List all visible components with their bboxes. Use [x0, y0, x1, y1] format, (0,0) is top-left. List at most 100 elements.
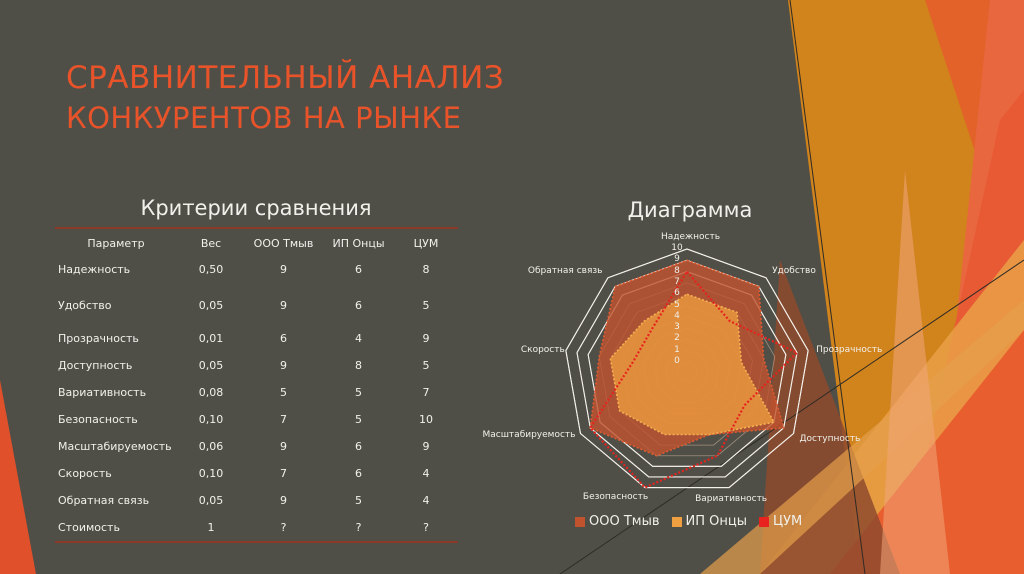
- table-top-rule: [55, 227, 458, 229]
- cell-parameter: Вариативность: [58, 386, 147, 399]
- table-bottom-rule: [55, 541, 458, 543]
- cell-tsum: 4: [422, 467, 430, 480]
- cell-weight: 0,05: [198, 359, 224, 372]
- legend-item: ИП Онцы: [671, 514, 747, 529]
- cell-parameter: Доступность: [58, 359, 133, 372]
- radar-tick-label: 10: [671, 243, 683, 253]
- table-row: Безопасность 0,10 7 5 10: [56, 406, 456, 433]
- slide-title-line2: КОНКУРЕНТОВ НА РЫНКЕ: [66, 101, 462, 135]
- cell-weight: 0,06: [198, 440, 224, 453]
- radar-series-2: [609, 293, 776, 436]
- cell-ooo-tmyv: 7: [280, 467, 287, 480]
- radar-axis-label: Надежность: [661, 232, 721, 242]
- cell-ip-ontsy: 6: [355, 263, 362, 276]
- table-row: Стоимость 1???: [56, 514, 456, 541]
- radar-axis-label: Обратная связь: [527, 265, 603, 276]
- radar-tick-label: 0: [674, 356, 680, 366]
- table-heading: Критерии сравнения: [140, 196, 372, 220]
- cell-parameter: Обратная связь: [58, 494, 150, 507]
- cell-parameter: Стоимость: [58, 521, 120, 534]
- chart-legend: ООО Тмыв ИП Онцы ЦУМ: [575, 514, 802, 529]
- column-header-parameter: Параметр: [87, 236, 145, 250]
- radar-axis-label: Доступность: [799, 433, 861, 444]
- cell-ooo-tmyv: ?: [280, 521, 287, 534]
- cell-ooo-tmyv: 6: [280, 332, 287, 345]
- table-row: Надежность 0,50 9 6 8: [56, 253, 456, 286]
- column-header-tsum: ЦУМ: [413, 236, 439, 250]
- cell-ip-ontsy: 4: [355, 332, 362, 345]
- cell-tsum: 8: [422, 263, 430, 276]
- legend-swatch-icon: [759, 516, 769, 527]
- legend-label: ИП Онцы: [685, 514, 747, 529]
- cell-ooo-tmyv: 9: [280, 494, 287, 507]
- legend-swatch-icon: [575, 516, 585, 527]
- cell-ooo-tmyv: 7: [280, 413, 287, 426]
- radar-tick-label: 1: [674, 344, 680, 355]
- cell-weight: 1: [207, 521, 215, 534]
- cell-tsum: 5: [422, 299, 430, 312]
- cell-ooo-tmyv: 9: [280, 440, 287, 453]
- radar-axis-label: Безопасность: [582, 491, 649, 502]
- criteria-table: Параметр Вес ООО Тмыв ИП Онцы ЦУМ Надежн…: [56, 233, 456, 541]
- radar-tick-label: 6: [674, 288, 680, 299]
- cell-ip-ontsy: 5: [355, 494, 362, 507]
- cell-ip-ontsy: 8: [355, 359, 362, 372]
- cell-ip-ontsy: 6: [355, 467, 362, 480]
- legend-label: ЦУМ: [773, 514, 803, 529]
- table-row: Скорость 0,10 7 6 4: [56, 460, 456, 487]
- cell-weight: 0,05: [198, 494, 224, 507]
- cell-parameter: Скорость: [58, 467, 112, 480]
- cell-tsum: 10: [419, 413, 433, 426]
- cell-parameter: Масштабируемость: [58, 440, 172, 453]
- cell-weight: 0,10: [198, 467, 224, 480]
- legend-item: ЦУМ: [759, 514, 802, 529]
- cell-ooo-tmyv: 9: [280, 299, 287, 312]
- radar-axis-label: Прозрачность: [816, 344, 883, 355]
- cell-tsum: 9: [422, 332, 430, 345]
- cell-weight: 0,05: [198, 299, 224, 312]
- radar-tick-label: 3: [674, 322, 680, 333]
- cell-weight: 0,10: [198, 413, 224, 426]
- radar-axis-label: Вариативность: [695, 493, 768, 504]
- cell-ip-ontsy: 5: [355, 386, 362, 399]
- cell-ip-ontsy: 6: [355, 299, 362, 312]
- radar-tick-label: 2: [674, 333, 680, 344]
- radar-tick-label: 7: [674, 276, 680, 287]
- slide-title-line1: СРАВНИТЕЛЬНЫЙ АНАЛИЗ: [66, 60, 505, 96]
- column-header-ip-ontsy: ИП Онцы: [332, 236, 385, 250]
- cell-tsum: 9: [422, 440, 430, 453]
- cell-tsum: 5: [422, 359, 430, 372]
- radar-tick-label: 5: [674, 299, 680, 310]
- cell-weight: 0,08: [198, 386, 224, 399]
- legend-label: ООО Тмыв: [589, 514, 660, 529]
- cell-weight: 0,01: [198, 332, 224, 345]
- radar-axis-label: Скорость: [520, 344, 565, 355]
- radar-series-3: [588, 269, 799, 489]
- slide-title: СРАВНИТЕЛЬНЫЙ АНАЛИЗ КОНКУРЕНТОВ НА РЫНК…: [66, 58, 504, 138]
- cell-parameter: Удобство: [58, 299, 112, 312]
- radar-tick-label: 4: [674, 310, 680, 321]
- cell-parameter: Безопасность: [58, 413, 138, 426]
- legend-item: ООО Тмыв: [575, 514, 660, 529]
- radar-axis-label: Масштабируемость: [482, 429, 576, 440]
- cell-tsum: ?: [423, 521, 429, 534]
- radar-tick-label: 8: [674, 265, 680, 276]
- table-row: Прозрачность 0,01 6 4 9: [56, 325, 456, 352]
- cell-ooo-tmyv: 9: [280, 263, 287, 276]
- radar-grid-ring-outer: [565, 248, 809, 489]
- radar-grid-ring-outer: [576, 259, 798, 478]
- cell-ip-ontsy: 5: [355, 413, 362, 426]
- legend-swatch-icon: [671, 516, 682, 527]
- table-row: Обратная связь 0,05 9 5 4: [56, 487, 456, 514]
- table-row: Масштабируемость 0,06 9 6 9: [56, 433, 456, 460]
- table-row: Удобство 0,05 9 6 5: [56, 286, 456, 325]
- cell-ip-ontsy: ?: [355, 521, 362, 534]
- table-row: Доступность 0,05 9 8 5: [56, 352, 456, 379]
- radar-chart: 0 1 2 3 4 5 6 7 8 9 10 Надежность Удобство Прозрачнос…: [480, 225, 883, 535]
- cell-ip-ontsy: 6: [355, 440, 362, 453]
- column-header-ooo-tmyv: ООО Тмыв: [253, 236, 314, 250]
- cell-parameter: Надежность: [58, 263, 131, 276]
- cell-weight: 0,50: [198, 263, 224, 276]
- radar-tick-label: 9: [674, 254, 680, 265]
